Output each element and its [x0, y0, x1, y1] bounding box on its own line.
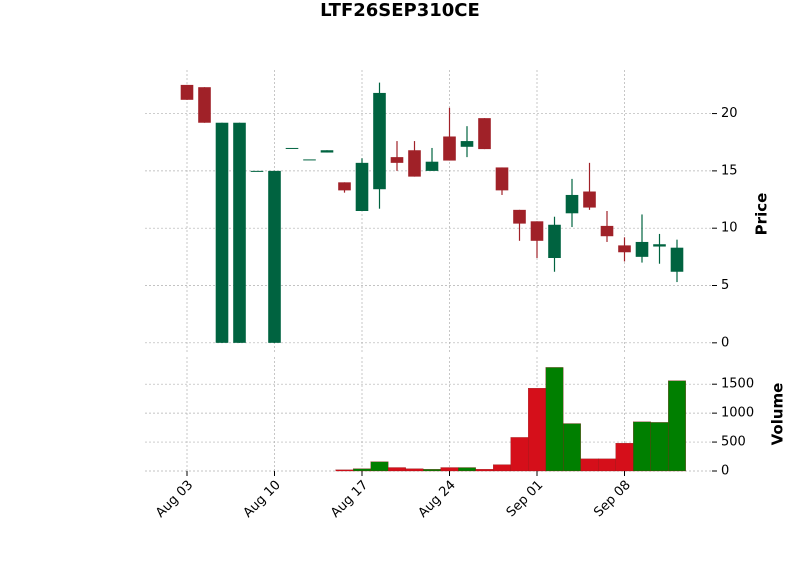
- volume-bar: [370, 461, 389, 472]
- volume-bar: [615, 443, 634, 472]
- candle-body: [425, 161, 439, 171]
- candle-body: [198, 87, 211, 123]
- candle-body: [250, 170, 264, 172]
- chart-title: LTF26SEP310CE: [320, 0, 480, 21]
- candle-body: [355, 162, 369, 211]
- candle-body: [408, 150, 421, 177]
- volume-bar: [545, 367, 564, 472]
- volume-bar: [335, 469, 354, 472]
- y-tick-label: 0: [721, 335, 729, 350]
- candle-body: [338, 182, 351, 191]
- x-tick-label: Aug 10: [241, 478, 284, 521]
- volume-bar: [598, 458, 616, 472]
- candle-body: [180, 84, 194, 100]
- y2-tick-label: 500: [721, 435, 746, 450]
- x-tick-label: Sep 08: [591, 478, 634, 521]
- candle-body: [548, 224, 561, 258]
- volume-bar: [528, 388, 546, 472]
- candle-body: [583, 191, 596, 208]
- candle-body: [530, 221, 544, 241]
- candle-body: [303, 159, 316, 161]
- x-tick-label: Sep 01: [504, 478, 547, 521]
- y2-axis-label: Volume: [769, 383, 787, 446]
- candle-body: [635, 241, 649, 257]
- volume-bar: [388, 467, 406, 472]
- volume-bar: [668, 380, 686, 472]
- y-tick-label: 20: [721, 106, 738, 121]
- x-tick-label: Aug 24: [416, 478, 459, 521]
- volume-bar: [633, 421, 651, 472]
- volume-bar: [353, 468, 371, 472]
- candle-body: [285, 147, 299, 149]
- y2-tick-label: 1500: [721, 377, 754, 392]
- volume-bar: [475, 469, 494, 472]
- candle-body: [670, 247, 684, 272]
- candle-body: [320, 150, 334, 153]
- x-tick-label: Aug 03: [153, 478, 196, 521]
- candle-body: [460, 141, 474, 147]
- x-tick-label: Aug 17: [328, 478, 371, 521]
- y2-tick-label: 1000: [721, 406, 754, 421]
- volume-bar: [405, 468, 424, 472]
- candle-body: [478, 118, 491, 150]
- candle-body: [268, 170, 281, 343]
- volume-bar: [650, 422, 669, 472]
- candle-body: [373, 92, 386, 190]
- volume-bar: [440, 467, 459, 472]
- candle-body: [215, 122, 229, 343]
- candle-body: [233, 122, 246, 343]
- y-tick-label: 15: [721, 163, 738, 178]
- y-axis-label: Price: [753, 193, 771, 236]
- candle-body: [390, 157, 404, 163]
- volume-bar: [580, 458, 599, 472]
- candle-body: [600, 225, 614, 237]
- y-tick-label: 10: [721, 221, 738, 236]
- volume-bar: [510, 437, 529, 472]
- volume-bar: [458, 467, 476, 472]
- y2-tick-label: 0: [721, 464, 729, 479]
- candle-body: [653, 244, 666, 247]
- candle-body: [495, 167, 509, 191]
- volume-bar: [423, 469, 441, 472]
- volume-bar: [563, 423, 581, 472]
- candle-body: [565, 194, 579, 214]
- candle-body: [513, 209, 526, 224]
- volume-bar: [493, 464, 511, 472]
- candle-body: [443, 136, 456, 161]
- y-tick-label: 5: [721, 278, 729, 293]
- candle-body: [618, 245, 631, 253]
